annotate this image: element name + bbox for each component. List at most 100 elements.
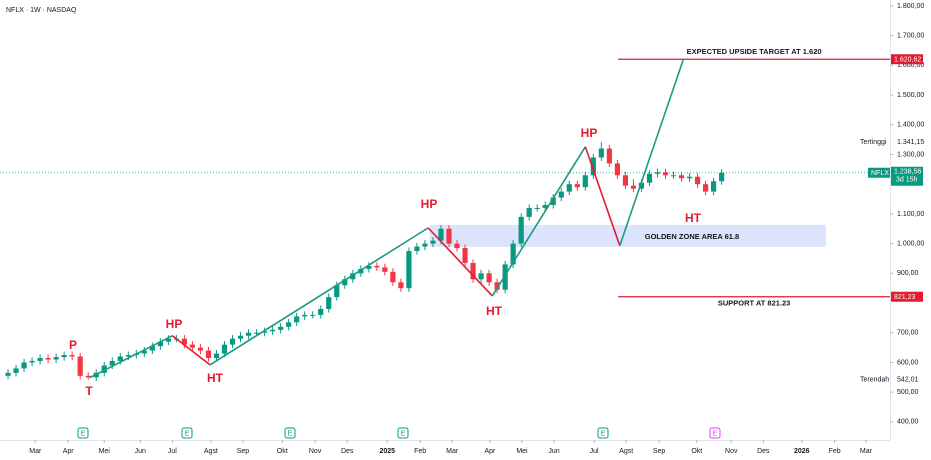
candle-body <box>518 216 524 244</box>
y-tick-label: 1.600,00 <box>897 62 924 69</box>
x-tick-label: Apr <box>484 448 496 455</box>
x-tick-label: Mar <box>29 448 42 455</box>
candle-body <box>486 273 492 283</box>
candle-body <box>678 175 685 179</box>
y-tick-label: 1.700,00 <box>897 32 924 39</box>
y-tick-label: 1.800,00 <box>897 3 924 10</box>
earnings-marker <box>181 427 193 439</box>
candle-body <box>574 184 580 188</box>
candle-body <box>318 308 324 315</box>
earnings-marker <box>284 427 296 439</box>
target-price-box <box>891 54 923 65</box>
chart-title: NFLX · 1W · NASDAQ <box>6 7 77 14</box>
pattern-line <box>619 59 684 246</box>
candle-body <box>61 355 67 358</box>
candle-body <box>37 358 43 361</box>
candle-body <box>294 316 300 323</box>
candle-body <box>5 372 11 376</box>
candle-body <box>85 375 91 378</box>
x-tick-label: Jun <box>548 448 559 455</box>
earnings-label: E <box>81 430 86 437</box>
candle-body <box>221 344 228 354</box>
candle-body <box>406 251 412 289</box>
candle-body <box>101 365 107 373</box>
symbol-label: NFLX <box>871 170 889 177</box>
candle-body <box>646 173 653 183</box>
candle-body <box>662 172 669 176</box>
candle-body <box>670 175 677 177</box>
candle-body <box>149 346 155 351</box>
pattern-line <box>584 146 621 246</box>
x-tick-label: Mei <box>516 448 528 455</box>
x-tick-label: Des <box>341 448 354 455</box>
candle-body <box>117 356 123 361</box>
pivot-label: T <box>85 384 93 398</box>
candle-body <box>590 157 596 176</box>
candle-body <box>582 175 588 188</box>
x-tick-label: 2025 <box>379 448 395 455</box>
y-tick-label: 1.500,00 <box>897 92 924 99</box>
y-tick-label: 1.000,00 <box>897 240 924 247</box>
candle-body <box>334 285 340 298</box>
y-tick-label: 400,00 <box>897 419 919 426</box>
candle-body <box>286 322 292 327</box>
candle-body <box>534 207 540 209</box>
candle-body <box>109 360 115 366</box>
x-tick-label: Feb <box>414 448 426 455</box>
candle-body <box>229 338 236 345</box>
candle-body <box>414 246 420 252</box>
candle-body <box>302 314 308 317</box>
candle-body <box>694 176 701 185</box>
candle-body <box>270 329 276 332</box>
candle-body <box>157 341 163 347</box>
x-tick-label: Mei <box>99 448 111 455</box>
x-tick-label: Nov <box>725 448 738 455</box>
candle-body <box>502 264 508 290</box>
y-tick-label: 1.400,00 <box>897 122 924 129</box>
pivot-label: P <box>69 338 77 352</box>
x-tick-label: Sep <box>653 448 666 455</box>
candle-body <box>614 163 620 176</box>
earnings-marker <box>77 427 89 439</box>
x-tick-label: Nov <box>309 448 322 455</box>
last-price-label: 1.238,56 <box>894 169 921 176</box>
candle-body <box>454 243 460 249</box>
candle-body <box>566 184 572 192</box>
candle-body <box>69 355 75 357</box>
support-price-box <box>891 291 923 302</box>
candle-body <box>342 279 348 286</box>
candle-body <box>390 271 396 283</box>
candle-body <box>205 350 212 359</box>
candle-body <box>430 240 436 244</box>
candle-body <box>462 248 468 263</box>
candle-body <box>446 228 452 244</box>
y-tick-label: 1.300,00 <box>897 151 924 158</box>
x-tick-label: Jul <box>590 448 599 455</box>
candle-body <box>398 282 404 289</box>
candle-body <box>278 326 284 330</box>
support-text: SUPPORT AT 821.23 <box>718 299 791 308</box>
pivot-label: HT <box>685 211 702 225</box>
symbol-box <box>868 167 890 178</box>
earnings-marker <box>597 427 609 439</box>
candle-body <box>630 185 637 189</box>
y-tick-label: 700,00 <box>897 330 919 337</box>
lowest-name: Terendah <box>860 377 889 384</box>
candle-body <box>374 265 380 268</box>
x-tick-label: Okt <box>277 448 288 455</box>
pivot-label: HP <box>581 126 598 140</box>
x-tick-label: Jun <box>135 448 146 455</box>
candle-body <box>77 356 83 376</box>
candle-body <box>366 265 372 269</box>
earnings-label: E <box>601 430 606 437</box>
y-tick-label: 500,00 <box>897 389 919 396</box>
candle-body <box>261 331 268 333</box>
candle-body <box>494 282 500 290</box>
candle-body <box>350 273 356 280</box>
candle-body <box>165 338 171 342</box>
pattern-line <box>89 335 173 379</box>
candle-body <box>310 314 316 316</box>
y-tick-label: 600,00 <box>897 359 919 366</box>
candle-body <box>719 172 725 182</box>
x-tick-label: Mar <box>446 448 459 455</box>
